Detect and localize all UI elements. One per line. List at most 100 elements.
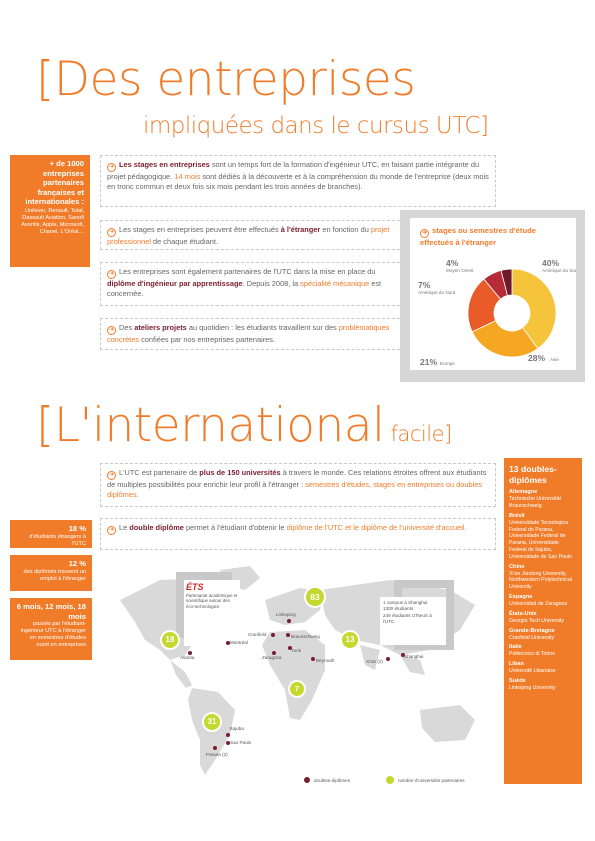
sidebar-university: Universidade Tecnologica Federal do Para… <box>509 519 572 560</box>
donut-slice-asie <box>471 320 539 358</box>
donut-region-label: Amérique du Nord <box>418 290 456 295</box>
city-turin: Turin <box>291 648 302 653</box>
sidebar-country: Brésil <box>509 512 525 519</box>
paragraph-double-degree: ➜ Le double diplôme permet à l'étudiant d… <box>100 518 496 550</box>
section2-title-main: [L'international <box>36 398 385 453</box>
legend-green-label: nombre d'universités partenaires <box>398 778 465 783</box>
donut-value-label: 40% <box>542 258 559 268</box>
s2p2-text1: Le <box>119 523 130 532</box>
companies-count: + de 1000 entreprises partenaires frança… <box>25 159 84 207</box>
city-dot <box>272 651 276 655</box>
p1-text1: sont un temps fort de la formation d'ing… <box>107 160 480 181</box>
donut-region-label: Europe <box>440 361 455 366</box>
p3-bold: diplôme d'ingénieur par apprentissage <box>107 279 243 288</box>
arrow-right-icon: ➜ <box>107 228 116 237</box>
p4-text2: au quotidien : les étudiants travaillent… <box>186 323 339 332</box>
s2p1-text2: à travers le monde. Ces relations étroit… <box>107 468 487 489</box>
p4-highlight: problématiques concrètes <box>107 323 390 344</box>
p4-text1: Des <box>119 323 135 332</box>
sidebar-university: Politecnico di Torino <box>509 651 556 658</box>
city-beyrouth: Beyrouth <box>316 658 335 663</box>
city-atlanta: Atlanta <box>180 655 195 660</box>
s2p1-bold: plus de 150 universités <box>199 468 281 477</box>
stat-months-abroad: 6 mois, 12 mois, 18 mois passés par l'ét… <box>10 598 92 660</box>
paragraph-internships: ➜ Les stages en entreprises sont un temps… <box>100 155 496 207</box>
city-dot <box>288 646 292 650</box>
p1-bold: Les stages en entreprises <box>119 160 210 169</box>
sidebar-country: Liban <box>509 661 524 668</box>
section1-title: [Des entreprises <box>36 52 416 107</box>
p4-text3: confiées par nos entreprises partenaires… <box>139 335 276 344</box>
section2-title: [L'international facile] <box>36 398 452 462</box>
arrow-right-icon: ➜ <box>107 471 116 480</box>
sidebar-university: Georgia Tech University <box>509 617 564 624</box>
donut-slice-am-rique-du-sud <box>511 268 557 350</box>
sidebar-country: Italie <box>509 644 522 651</box>
bubble-asia: 13 <box>340 630 360 650</box>
stat-label: d'étudiants étrangers à l'UTC <box>29 533 86 547</box>
city-xian: Xi'an (2) <box>366 659 383 664</box>
p1-text2: sont dédiés à la découverte et à la comp… <box>107 172 489 192</box>
stat-jobs-abroad: 12 % des diplômés trouvent un emploi à l… <box>10 555 92 591</box>
sidebar-country: Chine <box>509 563 525 570</box>
legend-red-label: doubles-diplômes <box>314 778 351 783</box>
stat-foreign-students: 18 % d'étudiants étrangers à l'UTC <box>10 520 92 548</box>
paragraph-apprenticeship: ➜ Les entreprises sont également partenai… <box>100 262 410 306</box>
p2-highlight: projet professionnel <box>107 225 390 246</box>
s2p2-text2: permet à l'étudiant d'obtenir le <box>183 523 287 532</box>
city-zaragoza: Zaragoza <box>262 655 282 660</box>
legend-red-dot <box>304 777 310 783</box>
arrow-right-icon: ➜ <box>107 526 116 535</box>
p3-text1: Les entreprises sont également partenair… <box>119 267 376 276</box>
city-dot <box>213 746 217 750</box>
p2-text1: Les stages en entreprises peuvent être e… <box>119 225 281 234</box>
sidebar-university: Université Libanaise <box>509 668 556 675</box>
sidebar-university: Cranfield University <box>509 634 554 641</box>
sidebar-country: Allemagne <box>509 489 538 496</box>
sidebar-university: Technische Universität Braunschweig <box>509 496 561 509</box>
ets-text: Partenariat académique et scientifique a… <box>186 593 238 609</box>
donut-value-label: 7% <box>418 280 431 290</box>
p2-bold: à l'étranger <box>280 225 321 234</box>
stat-label: des diplômés trouvent un emploi à l'étra… <box>23 568 86 582</box>
sidebar-university: Universidad de Zaragoza <box>509 600 567 607</box>
city-dot <box>287 619 291 623</box>
city-dot <box>271 633 275 637</box>
donut-value-label: 21% <box>420 357 437 367</box>
double-degree-sidebar: 13 doubles-diplômes Allemagne Technische … <box>504 458 582 784</box>
ets-card: ÉTS Partenariat académique et scientifiq… <box>184 580 240 646</box>
city-dot <box>226 733 230 737</box>
bubble-north-america: 18 <box>160 630 180 650</box>
s2p2-highlight: diplôme de l'UTC et le diplôme de l'univ… <box>286 523 467 532</box>
city-dot <box>286 633 290 637</box>
p3-highlight: spécialité mécanique <box>300 279 370 288</box>
stat-value: 12 % <box>68 559 86 568</box>
stat-value: 6 mois, 12 mois, 18 mois <box>16 602 86 621</box>
section2-title-small: facile] <box>390 422 453 446</box>
paragraph-abroad: ➜ Les stages en entreprises peuvent être … <box>100 220 410 250</box>
city-dot <box>226 741 230 745</box>
ets-logo: ÉTS <box>186 582 204 592</box>
sidebar-country: Suède <box>509 677 526 684</box>
bubble-south-america: 31 <box>202 712 222 732</box>
p3-text2: . Depuis 2008, la <box>242 279 301 288</box>
city-montreal: Montréal <box>230 640 248 645</box>
city-dot <box>401 653 405 657</box>
donut-chart: 40%Amérique du Sud 28% Asie 21% Europe 7%Amér… <box>418 258 576 367</box>
p4-bold: ateliers projets <box>134 323 187 332</box>
sidebar-groups: Allemagne Technische Universität Braunsch… <box>509 489 577 692</box>
sidebar-country: États-Unis <box>509 610 537 617</box>
city-dot <box>311 657 315 661</box>
s2p1-highlight: semestres d'études, stages en entreprise… <box>107 480 483 500</box>
sidebar-title: 13 doubles-diplômes <box>509 464 557 485</box>
p1-highlight: 14 mois <box>174 172 201 181</box>
city-sao-paulo: Sao Paulo <box>230 740 252 745</box>
shanghai-text: 1 campus à Shanghai 1300 étudiants 248 é… <box>383 600 432 625</box>
donut-slice-moyen-orient <box>500 268 513 297</box>
donut-value-label: 4% <box>446 258 459 268</box>
donut-region-label: Asie <box>550 357 559 362</box>
chart-title: ➜ stages ou semestres d'étude effectués à… <box>420 226 570 247</box>
arrow-right-icon: ➜ <box>107 163 116 172</box>
bubble-europe: 83 <box>304 586 326 608</box>
sidebar-university: Linkoping University <box>509 684 556 691</box>
